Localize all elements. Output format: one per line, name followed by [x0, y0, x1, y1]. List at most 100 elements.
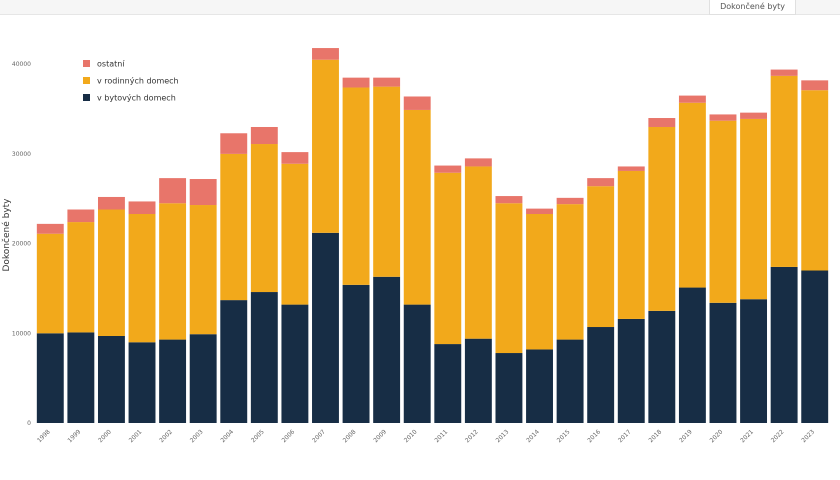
bar-2019-series-0[interactable]: [678, 287, 706, 423]
x-tick-label: 2018: [647, 428, 663, 444]
bar-2003-series-1[interactable]: [189, 205, 217, 335]
bar-2023-series-1[interactable]: [801, 90, 829, 271]
bar-2007-series-2[interactable]: [312, 48, 339, 60]
bar-2012-series-2[interactable]: [464, 158, 492, 167]
bar-2020-series-0[interactable]: [709, 302, 737, 423]
bar-2019-series-2[interactable]: [678, 95, 706, 103]
bar-2023-series-0[interactable]: [801, 270, 829, 423]
y-tick-label: 10000: [12, 330, 31, 337]
x-tick-label: 2006: [281, 428, 297, 444]
bar-1999-series-2[interactable]: [67, 209, 95, 223]
bar-2008-series-2[interactable]: [342, 77, 370, 88]
bar-2014-series-0[interactable]: [526, 349, 553, 423]
bar-2000-series-0[interactable]: [97, 335, 125, 423]
x-tick-label: 2004: [219, 428, 235, 444]
bar-2010-series-2[interactable]: [403, 96, 431, 110]
bar-2013-series-1[interactable]: [495, 203, 523, 354]
bar-2006-series-2[interactable]: [281, 152, 309, 164]
bar-2005-series-2[interactable]: [250, 126, 278, 145]
bar-2017-series-1[interactable]: [617, 170, 645, 319]
bar-1998-series-2[interactable]: [36, 223, 64, 234]
bar-2012-series-0[interactable]: [464, 338, 492, 423]
bar-2002-series-1[interactable]: [159, 203, 187, 340]
y-tick-label: 30000: [12, 151, 31, 158]
bar-2016-series-0[interactable]: [587, 327, 615, 423]
bar-2017-series-0[interactable]: [617, 318, 645, 423]
bar-2003-series-2[interactable]: [189, 179, 217, 206]
bar-2011-series-2[interactable]: [434, 165, 462, 173]
bar-2000-series-2[interactable]: [97, 196, 125, 210]
y-tick-label: 0: [27, 420, 31, 427]
x-tick-label: 2011: [433, 428, 449, 444]
bar-2019-series-1[interactable]: [678, 102, 706, 288]
bar-2013-series-0[interactable]: [495, 353, 523, 423]
bar-2020-series-2[interactable]: [709, 114, 737, 121]
bar-2005-series-1[interactable]: [250, 144, 278, 293]
bar-2018-series-0[interactable]: [648, 310, 676, 424]
bar-2011-series-0[interactable]: [434, 344, 462, 423]
bar-2003-series-0[interactable]: [189, 334, 217, 423]
bar-1999-series-0[interactable]: [67, 332, 95, 423]
bar-2022-series-2[interactable]: [770, 69, 798, 76]
bar-2016-series-2[interactable]: [587, 178, 615, 187]
bar-2014-series-2[interactable]: [526, 208, 553, 214]
bar-2010-series-0[interactable]: [403, 304, 431, 423]
bar-2008-series-1[interactable]: [342, 87, 370, 285]
legend-swatch: [83, 94, 90, 101]
bar-2015-series-0[interactable]: [556, 339, 584, 423]
bar-2015-series-1[interactable]: [556, 204, 584, 340]
bar-2002-series-2[interactable]: [159, 178, 187, 204]
bar-2009-series-0[interactable]: [373, 276, 401, 423]
bar-2011-series-1[interactable]: [434, 172, 462, 345]
bar-2010-series-1[interactable]: [403, 109, 431, 305]
bar-1998-series-1[interactable]: [36, 233, 64, 334]
y-axis-label: Dokončené byty: [1, 198, 12, 272]
bar-2021-series-1[interactable]: [740, 118, 768, 300]
bar-2018-series-1[interactable]: [648, 126, 676, 311]
bar-2023-series-2[interactable]: [801, 80, 829, 91]
legend-item-label[interactable]: v rodinných domech: [97, 77, 179, 86]
bar-2018-series-2[interactable]: [648, 118, 676, 127]
bar-2004-series-2[interactable]: [220, 133, 248, 154]
bar-2004-series-0[interactable]: [220, 300, 248, 423]
bar-2001-series-1[interactable]: [128, 214, 156, 343]
bar-2008-series-0[interactable]: [342, 284, 370, 423]
bar-2006-series-0[interactable]: [281, 304, 309, 423]
x-tick-label: 2013: [495, 428, 511, 444]
bar-2005-series-0[interactable]: [250, 292, 278, 423]
bar-2022-series-1[interactable]: [770, 75, 798, 267]
bars-group: [36, 48, 829, 424]
x-tick-label: 2003: [189, 428, 205, 444]
legend-item-label[interactable]: v bytových domech: [97, 94, 176, 103]
bar-2015-series-2[interactable]: [556, 197, 584, 205]
bar-2000-series-1[interactable]: [97, 209, 125, 336]
bar-2007-series-0[interactable]: [312, 232, 339, 423]
tab-dokoncene-byty[interactable]: Dokončené byty: [709, 0, 796, 15]
bar-2009-series-2[interactable]: [373, 77, 401, 87]
bar-1998-series-0[interactable]: [36, 333, 64, 423]
bar-2020-series-1[interactable]: [709, 120, 737, 303]
bar-2021-series-0[interactable]: [740, 299, 768, 423]
bar-2017-series-2[interactable]: [617, 166, 645, 171]
bar-2002-series-0[interactable]: [159, 339, 187, 423]
x-tick-label: 2016: [586, 428, 602, 444]
legend-item-label[interactable]: ostatní: [97, 60, 125, 69]
bar-2012-series-1[interactable]: [464, 166, 492, 339]
bar-2007-series-1[interactable]: [312, 59, 339, 233]
bar-2022-series-0[interactable]: [770, 266, 798, 423]
x-tick-label: 2002: [158, 428, 174, 444]
bar-2009-series-1[interactable]: [373, 86, 401, 277]
bar-2001-series-0[interactable]: [128, 342, 156, 423]
bar-2021-series-2[interactable]: [740, 112, 768, 119]
y-tick-label: 40000: [12, 61, 31, 68]
bar-2004-series-1[interactable]: [220, 153, 248, 301]
x-tick-label: 2009: [372, 428, 388, 444]
x-axis: 1998 1999 2000 2001 2002 2003 2004 2005 2006 2007…: [36, 428, 816, 444]
bar-2006-series-1[interactable]: [281, 163, 309, 305]
bar-2014-series-1[interactable]: [526, 214, 553, 350]
bar-2013-series-2[interactable]: [495, 196, 523, 204]
bar-1999-series-1[interactable]: [67, 222, 95, 333]
bar-2001-series-2[interactable]: [128, 201, 156, 214]
bar-2016-series-1[interactable]: [587, 186, 615, 328]
